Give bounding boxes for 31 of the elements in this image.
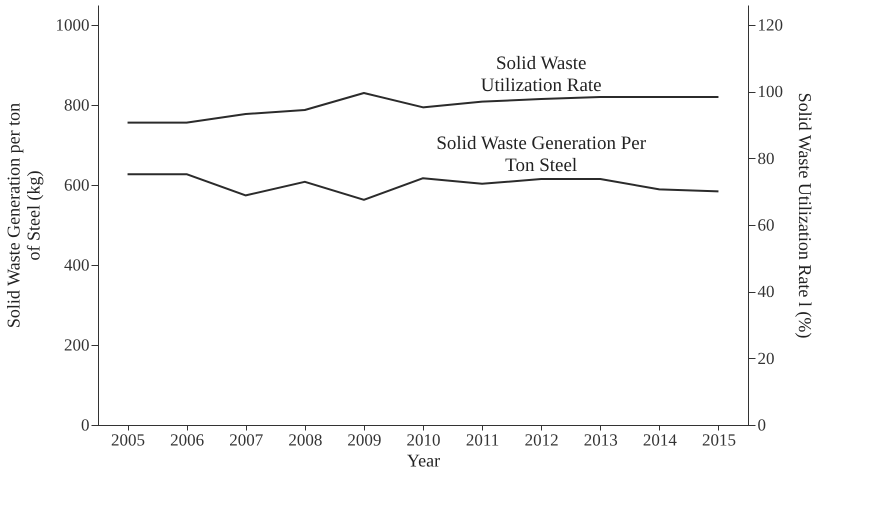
y2-tick-label: 100 [758, 82, 783, 102]
y-tick-label: 600 [64, 176, 90, 194]
x-tick-label: 2006 [170, 430, 204, 450]
line-series [126, 92, 720, 124]
y2-tick-label: 20 [758, 348, 774, 368]
y-tick-label: 1000 [56, 16, 90, 34]
series-label: Solid Waste Utilization Rate [480, 53, 602, 96]
y-tick-label: 0 [81, 416, 90, 434]
x-tick-label: 2011 [466, 430, 500, 450]
x-tick-label: 2014 [642, 430, 678, 450]
y2-tick-label: 120 [758, 16, 783, 34]
y2-tick-label: 0 [758, 416, 766, 434]
x-tick-label: 2012 [524, 430, 559, 450]
y2-tick-label: 80 [758, 148, 774, 168]
y2-tick-label: 60 [758, 216, 774, 234]
y-tick-label: 200 [64, 336, 90, 354]
y-axis-title: Solid Waste Generation per ton of Steel (kg) [4, 102, 44, 328]
y2-tick-label: 40 [758, 282, 774, 302]
x-tick-label: 2008 [288, 430, 322, 450]
y2-axis-title: Solid Waste Utilization Rate l (%) [795, 92, 815, 338]
x-tick-label: 2009 [347, 430, 382, 450]
y-tick-label: 400 [64, 256, 90, 274]
x-tick-label: 2005 [111, 430, 146, 450]
x-axis-title: Year [406, 450, 440, 470]
line-series [126, 173, 720, 201]
x-tick-label: 2015 [702, 430, 736, 450]
x-tick-label: 2007 [229, 430, 264, 450]
x-tick-label: 2010 [406, 430, 440, 450]
y-tick-label: 800 [64, 96, 90, 114]
series-label: Solid Waste Generation Per Ton Steel [436, 133, 647, 176]
x-tick-label: 2013 [584, 430, 618, 450]
